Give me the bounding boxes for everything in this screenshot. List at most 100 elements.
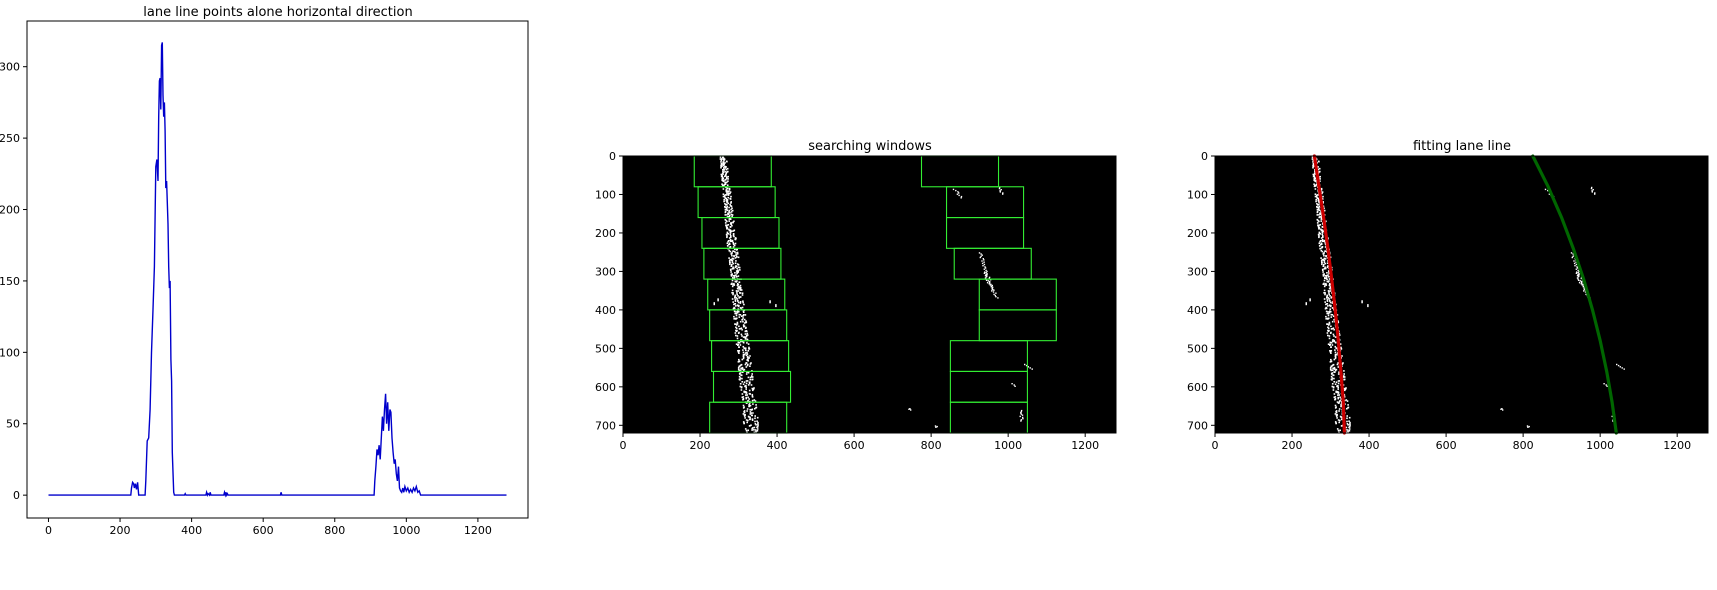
lane-pixel [746, 364, 749, 367]
lane-pixel [1337, 388, 1339, 390]
lane-pixel [728, 229, 731, 232]
lane-pixel [730, 195, 732, 198]
lane-pixel [756, 430, 759, 432]
lane-pixel [746, 359, 748, 361]
lane-pixel [1577, 276, 1580, 278]
y-tick-label: 700 [1187, 419, 1208, 432]
lane-pixel [730, 236, 732, 238]
lane-pixel [1323, 289, 1326, 292]
lane-pixel [1331, 385, 1334, 388]
lane-pixel [1318, 214, 1320, 216]
lane-pixel [1321, 231, 1324, 233]
lane-pixel [751, 375, 753, 377]
lane-pixel [1590, 187, 1593, 190]
lane-pixel [722, 180, 724, 182]
lane-pixel [749, 365, 751, 367]
lane-pixel [1317, 233, 1320, 236]
lane-pixel [1594, 193, 1596, 195]
lane-pixel [1324, 275, 1327, 277]
lane-pixel [726, 228, 728, 230]
lane-pixel [986, 282, 989, 284]
lane-pixel [1315, 184, 1318, 186]
lane-pixel [981, 262, 984, 265]
lane-pixel [1324, 262, 1327, 265]
lane-pixel [751, 429, 753, 431]
lane-pixel [743, 325, 745, 328]
lane-pixel [1315, 196, 1318, 198]
lane-pixel [1317, 225, 1320, 228]
lane-pixel [1336, 314, 1339, 316]
lane-pixel [744, 363, 747, 366]
lane-pixel [1333, 381, 1335, 383]
lane-pixel [1544, 188, 1547, 191]
lane-pixel [1348, 416, 1351, 419]
lane-pixel [738, 313, 741, 316]
lane-pixel [755, 424, 757, 426]
y-tick-label: 600 [595, 381, 616, 394]
lane-pixel [722, 176, 724, 179]
lane-pixel [1326, 332, 1329, 334]
lane-pixel [736, 335, 739, 337]
lane-pixel [1002, 193, 1004, 195]
lane-pixel [725, 166, 727, 168]
lane-pixel [1322, 240, 1324, 242]
lane-pixel [1321, 246, 1323, 249]
lane-pixel [746, 332, 749, 335]
lane-pixel [1337, 429, 1340, 432]
lane-pixel [728, 243, 731, 245]
lane-pixel [1327, 323, 1329, 325]
lane-pixel [1329, 351, 1332, 353]
lane-pixel [1576, 266, 1578, 268]
lane-pixel [731, 260, 734, 262]
lane-pixel [1331, 373, 1333, 375]
lane-pixel [985, 279, 988, 281]
lane-pixel [742, 353, 745, 356]
lane-pixel [1330, 297, 1332, 299]
lane-pixel [725, 199, 728, 202]
lane-pixel [735, 254, 737, 256]
lane-pixel [742, 301, 744, 304]
lane-pixel [1335, 422, 1337, 425]
lane-pixel [985, 273, 987, 276]
lane-pixel [750, 424, 752, 426]
lane-pixel [1325, 307, 1328, 310]
lane-pixel [736, 337, 739, 340]
lane-pixel [735, 276, 738, 278]
lane-pixel [736, 311, 739, 314]
lane-pixel [1322, 271, 1324, 273]
lane-pixel [739, 301, 742, 303]
x-tick-label: 600 [1436, 439, 1457, 452]
lane-pixel [1316, 194, 1319, 196]
lane-pixel [1334, 353, 1337, 356]
lane-pixel [1324, 266, 1326, 268]
lane-pixel [991, 290, 993, 292]
lane-pixel [1334, 349, 1336, 351]
lane-pixel [1318, 205, 1320, 208]
lane-pixel [729, 218, 732, 220]
lane-pixel [1337, 386, 1339, 389]
lane-pixel [742, 320, 744, 323]
y-tick-label: 0 [1201, 150, 1208, 163]
lane-pixel [1333, 396, 1336, 399]
lane-pixel [1321, 238, 1324, 241]
lane-pixel [742, 368, 744, 370]
lane-pixel [735, 314, 738, 317]
lane-pixel [1328, 311, 1331, 314]
lane-pixel [984, 271, 986, 273]
lane-pixel [724, 173, 727, 176]
lane-pixel [1338, 394, 1340, 396]
lane-pixel [733, 244, 736, 247]
lane-pixel [727, 233, 730, 235]
lane-pixel [1606, 385, 1608, 387]
lane-pixel [731, 209, 734, 212]
lane-pixel [730, 269, 732, 271]
lane-pixel [1309, 298, 1311, 302]
x-tick-label: 800 [324, 524, 345, 537]
lane-pixel [1335, 353, 1338, 356]
lane-pixel [1334, 345, 1337, 348]
lane-pixel [1319, 212, 1322, 215]
lane-pixel [1322, 253, 1325, 255]
lane-pixel [1333, 328, 1335, 331]
lane-pixel [730, 253, 733, 255]
